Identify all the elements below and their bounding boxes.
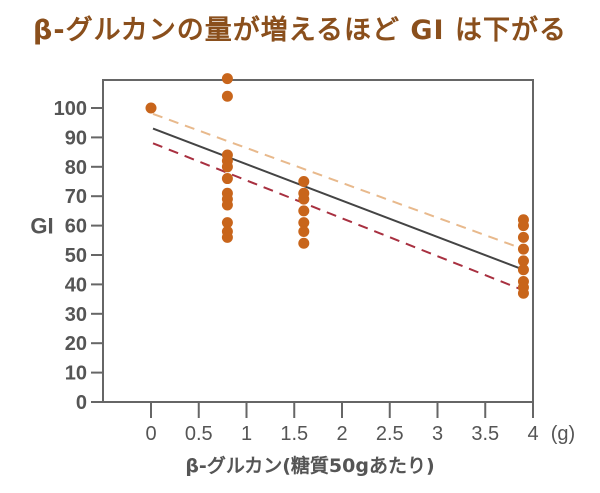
data-point bbox=[298, 205, 310, 217]
y-tick-label: 0 bbox=[76, 392, 87, 414]
data-point bbox=[517, 220, 529, 232]
y-tick-label: 40 bbox=[65, 274, 87, 296]
y-tick-label: 100 bbox=[54, 98, 87, 120]
y-tick-label: 20 bbox=[65, 333, 87, 355]
data-point bbox=[221, 161, 233, 173]
data-point bbox=[298, 237, 310, 249]
data-point bbox=[221, 217, 233, 229]
data-point bbox=[298, 193, 310, 205]
x-tick-label: 1 bbox=[241, 423, 252, 445]
data-point bbox=[221, 73, 233, 85]
x-tick-label: 2 bbox=[336, 423, 347, 445]
data-point bbox=[221, 173, 233, 185]
data-point bbox=[221, 199, 233, 211]
y-tick-label: 90 bbox=[65, 127, 87, 149]
data-point bbox=[517, 231, 529, 243]
data-point bbox=[517, 255, 529, 267]
x-tick-label: 3.5 bbox=[471, 423, 499, 445]
data-point bbox=[517, 243, 529, 255]
data-point bbox=[517, 287, 529, 299]
x-tick-label: 2.5 bbox=[376, 423, 404, 445]
plot-frame bbox=[102, 79, 534, 403]
y-tick-label: 50 bbox=[65, 245, 87, 267]
data-point bbox=[145, 102, 157, 114]
y-tick-label: 80 bbox=[65, 157, 87, 179]
data-point bbox=[298, 176, 310, 187]
y-tick-label: 70 bbox=[65, 186, 87, 208]
data-point bbox=[298, 225, 310, 237]
lower-line bbox=[152, 142, 524, 292]
y-tick-label: 30 bbox=[65, 304, 87, 326]
y-tick-label: 60 bbox=[65, 216, 87, 238]
x-axis-title: β-グルカン(糖質50gあたり) bbox=[185, 454, 434, 477]
y-axis-title: GI bbox=[30, 214, 53, 239]
x-tick-label: 0 bbox=[145, 423, 156, 445]
data-point bbox=[221, 231, 233, 243]
regression-line bbox=[152, 127, 524, 271]
x-tick-label: 3 bbox=[432, 423, 443, 445]
x-tick-label: 1.5 bbox=[280, 423, 308, 445]
x-unit-label: (g) bbox=[551, 423, 575, 445]
x-tick-label: 4 bbox=[527, 423, 538, 445]
y-tick-label: 10 bbox=[65, 363, 87, 385]
upper-line bbox=[152, 112, 524, 251]
data-point bbox=[221, 90, 233, 102]
chart-title: β-グルカンの量が増えるほど GI は下がる bbox=[33, 15, 567, 46]
data-point bbox=[298, 217, 310, 229]
data-point bbox=[517, 264, 529, 276]
x-tick-label: 0.5 bbox=[185, 423, 213, 445]
